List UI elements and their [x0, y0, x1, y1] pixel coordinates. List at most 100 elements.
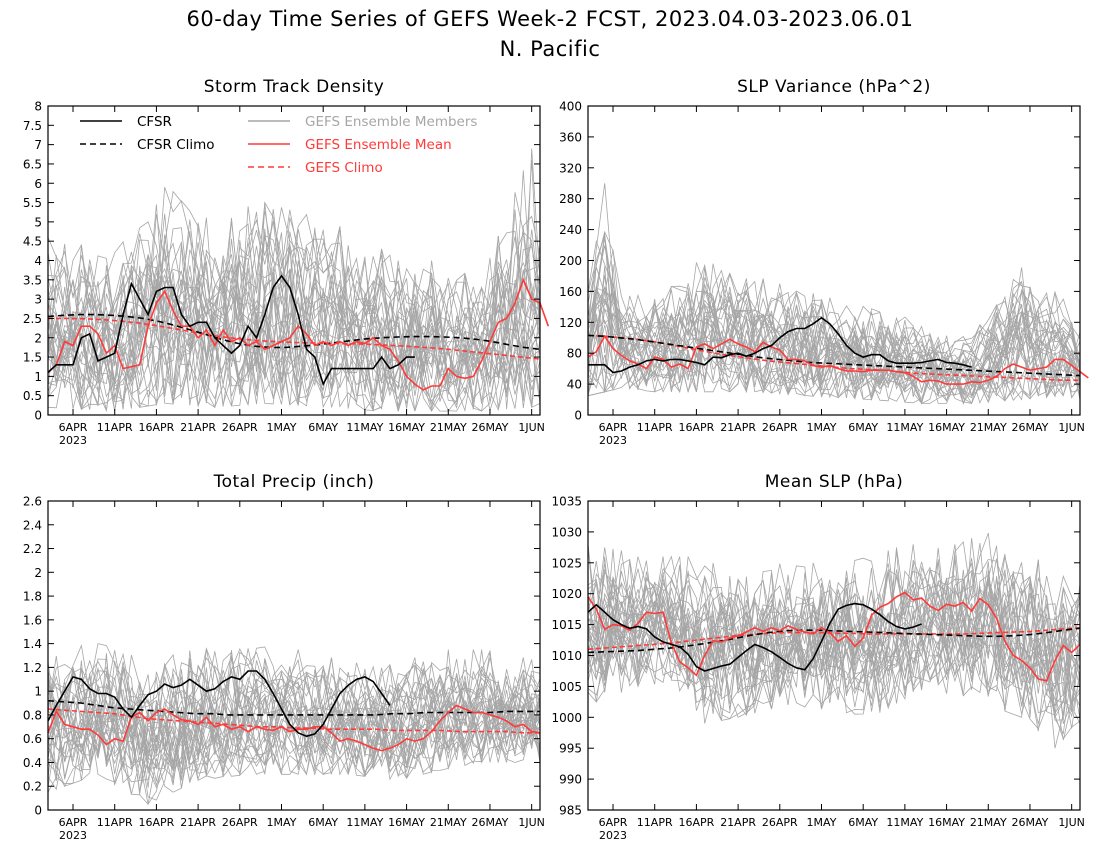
ensemble-member-line: [587, 544, 1081, 659]
series-gefs-ensemble-mean: [587, 591, 1081, 682]
x-tick-label: 1JUN: [1058, 421, 1085, 434]
y-tick-label: 3: [34, 293, 42, 307]
x-tick-label: 21MAY: [430, 816, 467, 829]
y-tick-label: 120: [559, 316, 582, 330]
legend-cfsr-label: CFSR: [137, 114, 172, 130]
x-tick-label: 26APR: [762, 421, 798, 434]
series-cfsr-climo: [47, 313, 541, 351]
y-tick-label: 0: [34, 804, 42, 818]
x-tick-label: 6APR: [599, 421, 628, 434]
y-tick-label: 6.5: [23, 157, 42, 171]
series-cfsr: [587, 602, 922, 672]
figure-title: 60-day Time Series of GEFS Week-2 FCST, …: [186, 7, 913, 31]
ensemble-member-line: [587, 559, 1081, 716]
ensemble-members: [47, 643, 541, 806]
ensemble-member-line: [587, 249, 1081, 376]
ensemble-member-line: [587, 306, 1081, 403]
x-tick-label: 6MAY: [308, 421, 338, 434]
x-tick-label: 11MAY: [346, 816, 383, 829]
x-tick-label: 6APR: [59, 816, 88, 829]
y-tick-label: 1020: [551, 587, 582, 601]
x-tick-label: 11MAY: [346, 421, 383, 434]
x-year-label: 2023: [59, 434, 87, 447]
x-year-label: 2023: [599, 434, 627, 447]
y-tick-label: 5.5: [23, 196, 42, 210]
ensemble-member-line: [47, 649, 541, 759]
x-tick-label: 26APR: [222, 816, 258, 829]
ensemble-member-line: [47, 277, 541, 405]
ensemble-member-line: [47, 280, 541, 412]
ensemble-member-line: [587, 274, 1081, 396]
ensemble-member-line: [47, 666, 541, 783]
x-tick-label: 1JUN: [1058, 816, 1085, 829]
y-tick-label: 1005: [551, 680, 582, 694]
y-tick-label: 1.8: [23, 590, 42, 604]
y-tick-label: 7.5: [23, 119, 42, 133]
x-tick-label: 1MAY: [267, 816, 297, 829]
series-cfsr-climo: [47, 699, 540, 716]
ensemble-member-line: [47, 669, 541, 778]
ensemble-member-line: [587, 277, 1081, 391]
ensemble-member-line: [47, 661, 541, 779]
y-tick-label: 0.4: [23, 756, 42, 770]
ensemble-member-line: [47, 265, 541, 389]
ensemble-member-line: [47, 267, 541, 392]
x-tick-label: 6MAY: [848, 816, 878, 829]
ensemble-member-line: [587, 330, 1081, 405]
y-tick-label: 1000: [551, 711, 582, 725]
y-tick-label: 985: [559, 804, 582, 818]
x-tick-label: 21MAY: [970, 421, 1007, 434]
ensemble-member-line: [587, 230, 1081, 377]
y-tick-label: 320: [559, 161, 582, 175]
y-tick-label: 2: [34, 566, 42, 580]
x-tick-label: 11MAY: [886, 816, 923, 829]
series-cfsr-climo: [587, 334, 1081, 377]
y-tick-label: 1030: [551, 525, 582, 539]
y-tick-label: 1015: [551, 618, 582, 632]
ensemble-member-line: [587, 267, 1081, 397]
x-tick-label: 11APR: [97, 421, 133, 434]
y-tick-label: 1: [34, 370, 42, 384]
ensemble-member-line: [47, 685, 541, 801]
y-tick-label: 1035: [551, 495, 582, 509]
y-tick-label: 990: [559, 773, 582, 787]
panel-title: SLP Variance (hPa^2): [737, 77, 931, 97]
y-tick-label: 160: [559, 285, 582, 299]
x-tick-label: 11APR: [97, 816, 133, 829]
mean-slp-panel: Mean SLP (hPa) 985 990 995 1000 1005 1010 1015 1…: [551, 472, 1084, 842]
legend: CFSR CFSR Climo GEFS Ensemble Members GE…: [80, 114, 477, 176]
y-tick-label: 1.5: [23, 351, 42, 365]
y-tick-label: 2: [34, 331, 42, 345]
y-tick-label: 2.5: [23, 312, 42, 326]
x-tick-label: 26MAY: [1012, 816, 1049, 829]
x-tick-label: 6MAY: [308, 816, 338, 829]
y-tick-label: 3.5: [23, 273, 42, 287]
y-tick-label: 360: [559, 130, 582, 144]
plot-frame: [47, 500, 541, 811]
y-tick-label: 0.6: [23, 732, 42, 746]
y-tick-label: 2.2: [23, 542, 42, 556]
x-tick-label: 6APR: [59, 421, 88, 434]
x-tick-label: 21MAY: [970, 816, 1007, 829]
x-tick-label: 16MAY: [928, 421, 965, 434]
x-tick-label: 16APR: [139, 816, 175, 829]
ensemble-member-line: [47, 270, 541, 412]
x-tick-label: 1MAY: [807, 421, 837, 434]
y-tick-label: 40: [567, 378, 582, 392]
y-tick-label: 995: [559, 742, 582, 756]
x-tick-label: 26APR: [762, 816, 798, 829]
x-tick-label: 1JUN: [518, 421, 545, 434]
series-gefs-ensemble-mean: [47, 704, 541, 752]
x-year-label: 2023: [599, 829, 627, 842]
x-tick-label: 26APR: [222, 421, 258, 434]
ensemble-member-line: [587, 290, 1081, 404]
ensemble-member-line: [47, 207, 541, 365]
y-tick-label: 8: [34, 100, 42, 114]
ensemble-member-line: [47, 649, 541, 756]
x-year-label: 2023: [59, 829, 87, 842]
y-tick-label: 0: [574, 409, 582, 423]
y-tick-label: 6: [34, 177, 42, 191]
x-tick-label: 6MAY: [848, 421, 878, 434]
x-tick-label: 1MAY: [807, 816, 837, 829]
y-tick-label: 400: [559, 100, 582, 114]
